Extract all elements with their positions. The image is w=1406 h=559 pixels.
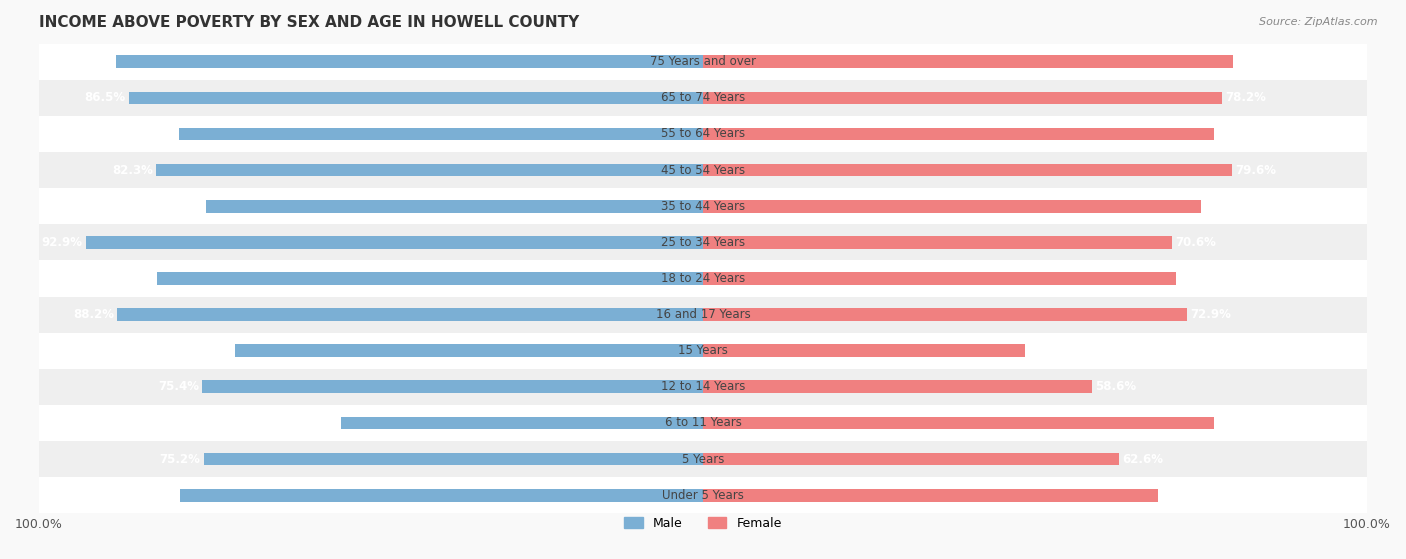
Text: Under 5 Years: Under 5 Years [662,489,744,501]
Bar [703,200,1201,212]
Text: 74.8%: 74.8% [162,200,202,213]
Bar [703,344,1025,357]
Text: 88.2%: 88.2% [73,308,114,321]
Text: 48.5%: 48.5% [1028,344,1070,357]
Text: 78.2%: 78.2% [1226,91,1267,105]
Text: 88.4%: 88.4% [72,55,112,68]
Text: 77.0%: 77.0% [1218,127,1258,140]
Text: 35 to 44 Years: 35 to 44 Years [661,200,745,213]
Text: 62.6%: 62.6% [1122,453,1163,466]
Text: 18 to 24 Years: 18 to 24 Years [661,272,745,285]
Bar [39,333,1367,369]
Text: 16 and 17 Years: 16 and 17 Years [655,308,751,321]
Text: 6 to 11 Years: 6 to 11 Years [665,416,741,429]
Text: 71.2%: 71.2% [1180,272,1220,285]
Text: 86.5%: 86.5% [84,91,125,105]
Bar [703,127,1215,140]
Bar [39,477,1367,513]
Bar [703,381,1092,393]
Text: 75.0%: 75.0% [1205,200,1246,213]
Text: 92.9%: 92.9% [42,236,83,249]
Bar [39,80,1367,116]
Bar [703,308,1187,321]
Text: 82.3%: 82.3% [112,164,153,177]
Bar [703,55,1233,68]
Legend: Male, Female: Male, Female [619,512,787,535]
Text: INCOME ABOVE POVERTY BY SEX AND AGE IN HOWELL COUNTY: INCOME ABOVE POVERTY BY SEX AND AGE IN H… [39,15,579,30]
Text: 78.9%: 78.9% [135,127,176,140]
Bar [156,164,703,177]
Text: 70.4%: 70.4% [191,344,232,357]
Bar [39,224,1367,260]
Bar [39,44,1367,80]
Bar [39,116,1367,152]
Bar [207,200,703,212]
Text: 75.2%: 75.2% [159,453,200,466]
Text: 72.9%: 72.9% [1191,308,1232,321]
Bar [703,236,1171,249]
Text: 54.5%: 54.5% [297,416,337,429]
Text: 45 to 54 Years: 45 to 54 Years [661,164,745,177]
Bar [39,188,1367,224]
Bar [39,405,1367,441]
Text: 5 Years: 5 Years [682,453,724,466]
Bar [204,453,703,466]
Text: 58.6%: 58.6% [1095,380,1136,394]
Text: 78.7%: 78.7% [136,489,177,501]
Bar [39,369,1367,405]
Text: 65 to 74 Years: 65 to 74 Years [661,91,745,105]
Bar [703,272,1175,285]
Text: Source: ZipAtlas.com: Source: ZipAtlas.com [1260,17,1378,27]
Bar [39,441,1367,477]
Bar [39,260,1367,296]
Bar [703,92,1222,104]
Text: 68.5%: 68.5% [1161,489,1202,501]
Bar [235,344,703,357]
Text: 25 to 34 Years: 25 to 34 Years [661,236,745,249]
Bar [117,308,703,321]
Bar [342,416,703,429]
Text: 76.9%: 76.9% [1218,416,1258,429]
Bar [703,489,1159,501]
Bar [180,489,703,501]
Bar [703,416,1213,429]
Bar [179,127,703,140]
Text: 75 Years and over: 75 Years and over [650,55,756,68]
Bar [202,381,703,393]
Bar [703,453,1119,466]
Text: 75.4%: 75.4% [157,380,200,394]
Text: 82.2%: 82.2% [112,272,153,285]
Text: 55 to 64 Years: 55 to 64 Years [661,127,745,140]
Bar [86,236,703,249]
Bar [157,272,703,285]
Bar [703,164,1232,177]
Text: 79.6%: 79.6% [1234,164,1275,177]
Bar [115,55,703,68]
Text: 12 to 14 Years: 12 to 14 Years [661,380,745,394]
Bar [39,152,1367,188]
Text: 79.8%: 79.8% [1236,55,1277,68]
Text: 70.6%: 70.6% [1175,236,1216,249]
Bar [128,92,703,104]
Bar [39,296,1367,333]
Text: 15 Years: 15 Years [678,344,728,357]
